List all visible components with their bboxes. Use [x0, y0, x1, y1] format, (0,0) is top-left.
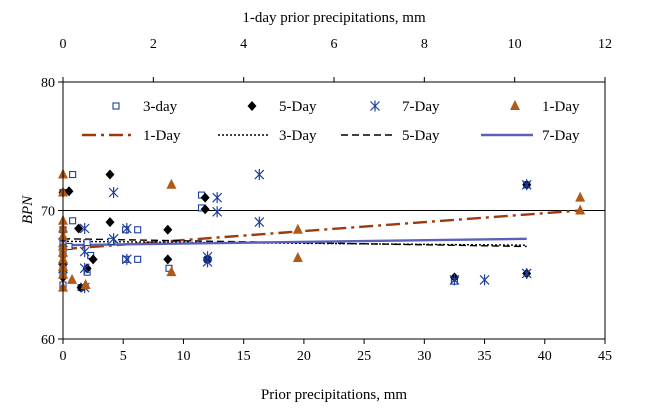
point-7-day	[479, 274, 490, 286]
trendline-3-day	[62, 240, 527, 246]
legend-marker-5-day	[247, 101, 257, 111]
x2-tick-label: 12	[598, 37, 612, 52]
point-3-day	[83, 239, 91, 247]
x2-axis-title: 1-day prior precipitations, mm	[242, 10, 426, 26]
trendlines	[62, 209, 581, 251]
point-7-day	[521, 267, 532, 279]
point-5-day	[105, 169, 115, 180]
point-7-day	[108, 233, 119, 245]
legend-marker-7-day	[370, 100, 380, 112]
x-tick-label: 25	[357, 349, 371, 364]
legend-label-5-day: 5-Day	[279, 99, 317, 115]
y-tick-label: 70	[41, 205, 55, 220]
x-axis-top: 0 2 4 6 8 10 12	[60, 37, 612, 82]
point-7-day	[108, 187, 119, 199]
y-tick-label: 60	[41, 333, 55, 348]
point-1-day	[166, 178, 177, 189]
legend-trend-label-3-day: 3-Day	[279, 128, 317, 144]
trendline-1-day	[62, 209, 581, 251]
point-3-day	[134, 255, 142, 263]
point-3-day	[69, 170, 77, 179]
point-7-day	[79, 262, 90, 274]
x-tick-label: 45	[598, 349, 612, 364]
point-3-day	[69, 217, 77, 225]
legend-label-7-day: 7-Day	[402, 99, 440, 115]
point-1-day	[166, 266, 177, 277]
point-7-day	[121, 253, 132, 265]
point-5-day	[74, 223, 84, 234]
trendline-7-day	[62, 237, 527, 247]
y-axis-title: BPN	[20, 195, 36, 224]
point-1-day	[67, 273, 78, 284]
x-tick-label: 10	[176, 349, 190, 364]
point-1-day	[292, 223, 303, 234]
point-1-day	[80, 279, 91, 290]
point-1-day	[575, 191, 586, 202]
point-7-day	[79, 222, 90, 234]
legend-label-3-day: 3-day	[143, 99, 178, 115]
point-7-day	[79, 246, 90, 258]
point-7-day	[254, 216, 265, 228]
legend-marker-1-day	[510, 100, 520, 110]
legend: 3-day 5-Day 7-Day 1-Day 1-Day 3-Day 5-Day 7-Day	[82, 99, 580, 144]
point-1-day	[575, 204, 586, 215]
x2-tick-label: 6	[331, 37, 338, 52]
point-1-day	[292, 252, 303, 263]
x-axis-bottom: 0 5 10 15 20 25 30 35 40 45	[60, 339, 612, 364]
point-3-day	[122, 255, 130, 263]
y-tick-label: 80	[41, 76, 55, 91]
point-5-day	[200, 192, 210, 203]
point-5-day	[200, 204, 210, 215]
point-5-day	[163, 224, 173, 235]
x2-tick-label: 4	[240, 37, 247, 52]
point-7-day	[212, 192, 223, 204]
x-tick-label: 5	[120, 349, 127, 364]
x2-tick-label: 0	[60, 37, 67, 52]
point-7-day	[202, 256, 213, 268]
point-7-day	[212, 206, 223, 218]
point-7-day	[449, 274, 460, 286]
x2-tick-label: 8	[421, 37, 428, 52]
x-tick-label: 30	[417, 349, 431, 364]
legend-label-1-day: 1-Day	[542, 99, 580, 115]
point-7-day	[254, 169, 265, 181]
legend-trend-label-7-day: 7-Day	[542, 128, 580, 144]
point-5-day	[88, 254, 98, 265]
point-7-day	[521, 179, 532, 191]
x-axis-title: Prior precipitations, mm	[261, 387, 408, 403]
point-3-day	[134, 226, 142, 234]
legend-trend-label-1-day: 1-Day	[143, 128, 181, 144]
x-tick-label: 35	[478, 349, 492, 364]
legend-trend-label-5-day: 5-Day	[402, 128, 440, 144]
point-5-day	[163, 254, 173, 265]
point-5-day	[105, 217, 115, 228]
x2-tick-label: 2	[150, 37, 157, 52]
legend-marker-3-day	[112, 102, 120, 110]
x-tick-label: 15	[237, 349, 251, 364]
x-tick-label: 0	[60, 349, 67, 364]
y-axis-left: 60 70 80	[41, 76, 63, 348]
point-7-day	[121, 222, 132, 234]
x-tick-label: 40	[538, 349, 552, 364]
point-5-day	[64, 186, 74, 197]
x-tick-label: 20	[297, 349, 311, 364]
x2-tick-label: 10	[508, 37, 522, 52]
